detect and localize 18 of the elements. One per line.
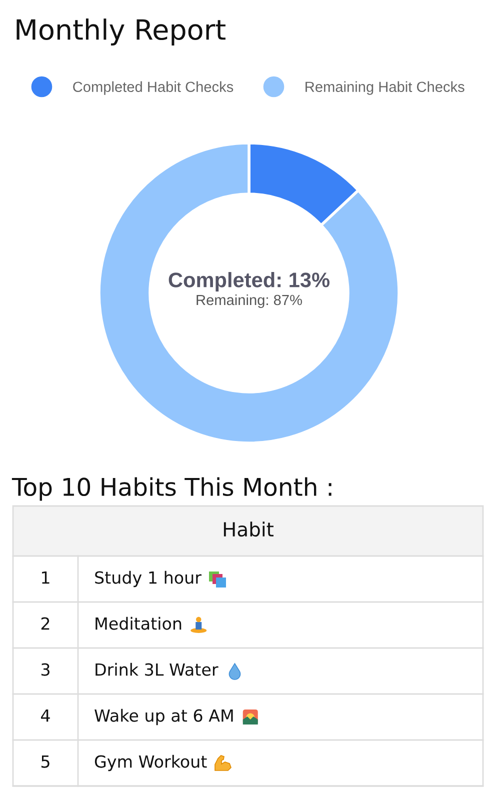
category-label: Gym Workout [94, 754, 207, 772]
data-label: 4 [41, 709, 50, 722]
category-label: Drink 3L Water [96, 662, 218, 676]
data-label: 5 [41, 755, 50, 768]
category-label: Study 1 hour [95, 570, 202, 588]
category-label: Meditation [96, 616, 182, 630]
data-label: 1 [42, 571, 50, 584]
donut-slice [98, 142, 400, 444]
chart-title: Monthly Report [16, 18, 226, 46]
text: Top 10 Habits This Month : [12, 477, 332, 501]
text: Completed: 13% [168, 272, 330, 292]
text: Remaining: 87% [196, 294, 302, 308]
data-label: 2 [41, 617, 50, 630]
data-label: 3 [41, 663, 50, 676]
legend-label: Completed Habit Checks [73, 81, 234, 95]
text: Habit [224, 522, 274, 537]
category-label: Wake up at 6 AM [94, 708, 233, 726]
legend-label: Remaining Habit Checks [306, 81, 464, 95]
